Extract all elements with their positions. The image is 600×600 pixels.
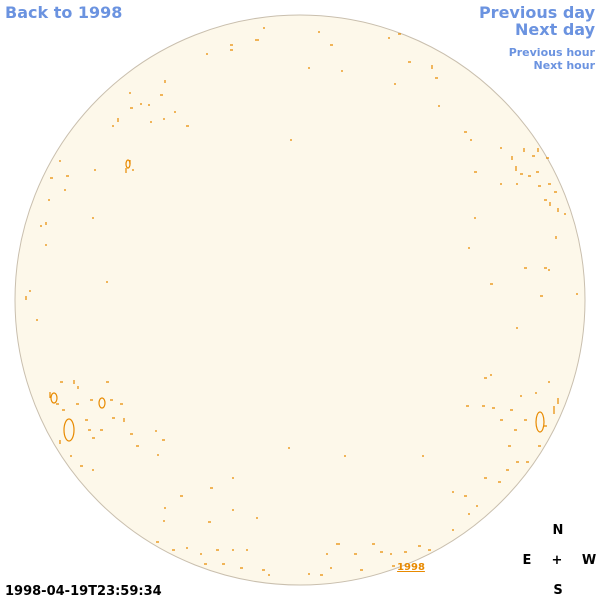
previous-hour-link[interactable]: Previous hour — [509, 46, 596, 59]
solar-features — [25, 27, 578, 576]
solar-disk — [14, 14, 586, 586]
previous-day-link[interactable]: Previous day — [479, 3, 596, 22]
compass-south: S — [553, 583, 562, 598]
year-link[interactable]: 1998 — [397, 562, 425, 573]
next-day-link[interactable]: Next day — [515, 20, 596, 39]
next-hour-link[interactable]: Next hour — [534, 59, 596, 72]
compass-east: E — [523, 553, 532, 568]
compass-center: + — [552, 553, 563, 568]
compass-north: N — [553, 523, 564, 538]
compass-west: W — [582, 553, 596, 568]
back-link[interactable]: Back to 1998 — [5, 3, 122, 22]
timestamp: 1998-04-19T23:59:34 — [5, 584, 162, 599]
